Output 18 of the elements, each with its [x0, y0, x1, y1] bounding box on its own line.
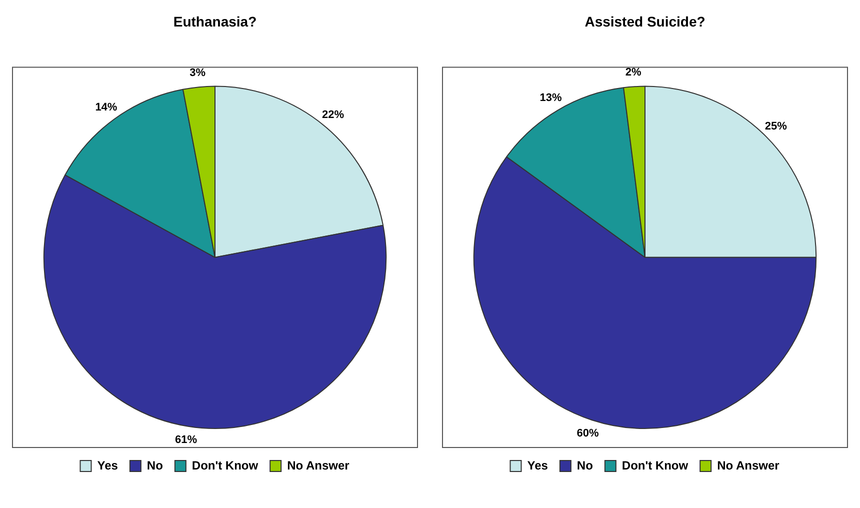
legend-label: No: [576, 458, 593, 472]
data-label: 13%: [540, 92, 562, 104]
legend-label: No: [146, 458, 163, 472]
data-label: 61%: [175, 434, 198, 446]
legend-label: No Answer: [717, 458, 780, 472]
chart-title: Assisted Suicide?: [584, 13, 706, 30]
data-label: 25%: [764, 120, 788, 133]
chart-title: Euthanasia?: [173, 13, 257, 30]
data-label: 2%: [625, 66, 642, 79]
legend-label: No Answer: [287, 458, 350, 472]
legend-label: Don't Know: [192, 458, 259, 472]
data-label: 14%: [95, 102, 118, 114]
legend-label: Don't Know: [622, 458, 689, 472]
data-label: 22%: [322, 108, 344, 121]
legend-label: Yes: [527, 458, 548, 472]
data-label: 3%: [190, 67, 206, 80]
data-label: 60%: [576, 427, 600, 440]
legend-label: Yes: [97, 458, 118, 472]
